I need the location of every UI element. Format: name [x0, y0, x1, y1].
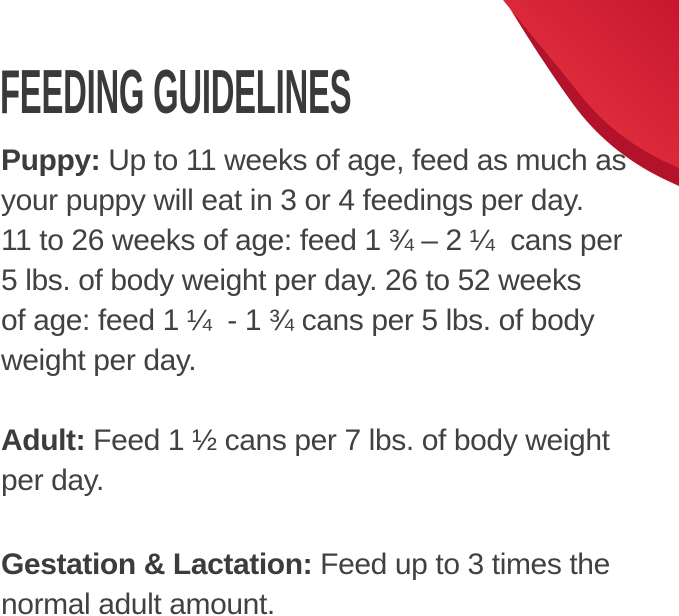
adult-label: Adult: [1, 424, 86, 457]
gestation-lactation-section: Gestation & Lactation: Feed up to 3 time… [1, 545, 610, 616]
page-title: FEEDING GUIDELINES [0, 58, 352, 127]
adult-text: Feed 1 ½ cans per 7 lbs. of body weight p… [1, 424, 610, 497]
puppy-text: Up to 11 weeks of age, feed as much as yo… [1, 144, 627, 377]
puppy-section: Puppy: Up to 11 weeks of age, feed as mu… [1, 141, 626, 381]
puppy-label: Puppy: [1, 144, 101, 177]
gestation-lactation-text: Feed up to 3 times the normal adult amoun… [1, 548, 610, 616]
gestation-lactation-label: Gestation & Lactation: [1, 548, 313, 581]
adult-section: Adult: Feed 1 ½ cans per 7 lbs. of body … [1, 421, 610, 501]
